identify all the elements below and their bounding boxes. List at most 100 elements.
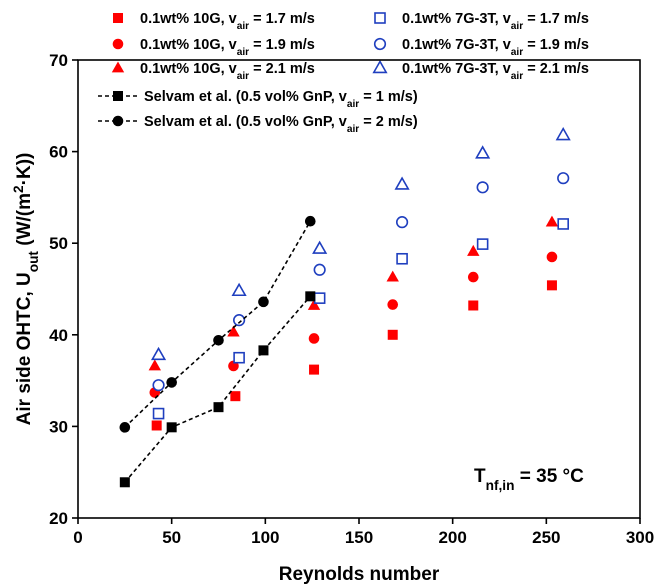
data-point — [119, 422, 131, 433]
data-point — [395, 216, 409, 229]
legend-label: Selvam et al. (0.5 vol% GnP, vair = 1 m/… — [144, 89, 418, 110]
legend-label: Selvam et al. (0.5 vol% GnP, vair = 2 m/… — [144, 114, 418, 135]
legend-marker — [112, 38, 124, 50]
x-tick-label: 250 — [532, 528, 560, 547]
legend-label: 0.1wt% 10G, vair = 1.9 m/s — [140, 37, 315, 58]
data-point — [557, 218, 569, 230]
y-tick-label: 40 — [49, 326, 68, 345]
data-point — [467, 244, 480, 256]
legend-label-part: 0.1wt% 7G-3T, v — [402, 61, 511, 77]
y-tick-label: 20 — [49, 509, 68, 528]
x-tick-label: 150 — [345, 528, 373, 547]
legend-label-part: air — [237, 47, 249, 58]
legend-entry: Selvam et al. (0.5 vol% GnP, vair = 1 m/… — [98, 89, 418, 110]
annotation-part: = 35 °C — [514, 466, 584, 487]
legend-label-part: air — [511, 71, 523, 82]
legend-marker — [112, 115, 124, 127]
legend-marker — [111, 61, 125, 73]
legend-entry: 0.1wt% 7G-3T, vair = 1.7 m/s — [374, 11, 589, 32]
data-point — [313, 292, 326, 304]
data-point — [468, 300, 479, 311]
y-axis-label-part: 2 — [11, 185, 26, 193]
data-point — [476, 238, 489, 250]
legend-entry: 0.1wt% 7G-3T, vair = 1.9 m/s — [373, 37, 589, 58]
legend-label-part: Selvam et al. (0.5 vol% GnP, v — [144, 114, 347, 130]
legend-marker — [373, 37, 387, 51]
data-point — [230, 391, 241, 402]
series-5 — [150, 126, 571, 361]
data-point — [233, 351, 245, 364]
data-point — [213, 402, 224, 413]
data-point — [213, 334, 224, 346]
legend-label-part: = 1.7 m/s — [249, 11, 315, 27]
data-point — [309, 364, 320, 375]
legend-label-part: 0.1wt% 7G-3T, v — [402, 11, 511, 27]
series-6 — [119, 291, 316, 488]
legend-label: 0.1wt% 10G, vair = 1.7 m/s — [140, 11, 315, 32]
data-point — [308, 333, 320, 344]
y-tick-label: 50 — [49, 234, 68, 253]
data-point — [152, 379, 165, 392]
data-point — [152, 407, 165, 420]
x-tick-label: 200 — [438, 528, 466, 547]
y-ticks: 20 30 40 50 60 70 — [49, 51, 78, 528]
data-point — [475, 145, 491, 159]
data-point — [557, 172, 570, 185]
data-point — [396, 252, 408, 265]
data-point — [387, 299, 399, 310]
x-tick-label: 300 — [626, 528, 654, 547]
data-point — [387, 329, 398, 340]
data-point — [166, 377, 177, 388]
data-point — [467, 271, 479, 283]
data-point — [233, 314, 246, 327]
series-7 — [119, 215, 316, 433]
legend-label-part: = 2.1 m/s — [523, 61, 589, 77]
series-2 — [148, 215, 559, 371]
data-point — [148, 359, 162, 371]
legend-entry: 0.1wt% 10G, vair = 1.7 m/s — [113, 11, 315, 32]
series-1 — [149, 251, 558, 398]
data-point — [546, 280, 557, 291]
y-tick-label: 30 — [49, 417, 68, 436]
x-tick-label: 0 — [73, 528, 82, 547]
series-0 — [151, 280, 557, 431]
legend-label-part: Selvam et al. (0.5 vol% GnP, v — [144, 89, 347, 105]
data-point — [151, 420, 162, 431]
data-point — [313, 263, 326, 276]
legend-label-part: air — [511, 21, 523, 32]
legend-label: 0.1wt% 7G-3T, vair = 2.1 m/s — [402, 61, 589, 82]
data-point — [386, 270, 399, 282]
legend-marker — [372, 59, 388, 74]
legend-label-part: = 1.7 m/s — [523, 11, 589, 27]
series-3 — [152, 218, 569, 420]
legend-marker — [113, 13, 123, 23]
x-tick-label: 50 — [162, 528, 181, 547]
legend-label-part: air — [511, 47, 523, 58]
legend-label-part: 0.1wt% 10G, v — [140, 61, 237, 77]
legend-label: 0.1wt% 7G-3T, vair = 1.7 m/s — [402, 11, 589, 32]
legend-label-part: air — [347, 124, 359, 135]
legend-label-part: 0.1wt% 10G, v — [140, 11, 237, 27]
data-point — [304, 215, 316, 227]
x-tick-label: 100 — [251, 528, 279, 547]
data-point — [546, 251, 558, 263]
data-point — [119, 477, 130, 488]
data-point — [312, 240, 328, 254]
series-layer — [119, 126, 571, 488]
legend-label-part: = 2 m/s) — [359, 114, 418, 130]
data-point — [166, 422, 177, 433]
legend-label-part: air — [237, 21, 249, 32]
legend-entry: Selvam et al. (0.5 vol% GnP, vair = 2 m/… — [98, 114, 418, 135]
legend-label-part: = 1 m/s) — [359, 89, 418, 105]
data-point — [305, 291, 316, 302]
legend-label-part: = 1.9 m/s — [249, 37, 315, 53]
legend-label: 0.1wt% 10G, vair = 2.1 m/s — [140, 61, 315, 82]
legend-label: 0.1wt% 7G-3T, vair = 1.9 m/s — [402, 37, 589, 58]
y-axis-label-part: Air side OHTC, U — [14, 272, 35, 425]
legend-label-part: 0.1wt% 10G, v — [140, 37, 237, 53]
y-tick-label: 60 — [49, 143, 68, 162]
data-point — [258, 296, 269, 308]
legend-marker — [374, 12, 386, 24]
legend-label-part: = 2.1 m/s — [249, 61, 315, 77]
